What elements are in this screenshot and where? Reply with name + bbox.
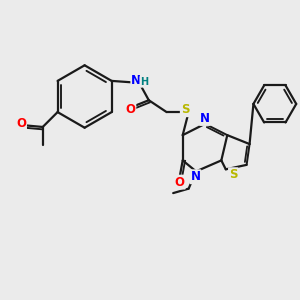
Text: N: N: [131, 74, 141, 86]
Text: O: O: [16, 118, 26, 130]
Text: N: N: [200, 112, 210, 125]
Text: O: O: [125, 103, 135, 116]
Text: H: H: [140, 77, 148, 87]
Text: O: O: [175, 176, 185, 189]
Text: S: S: [229, 168, 238, 181]
Text: N: N: [190, 170, 200, 183]
Text: S: S: [181, 103, 189, 116]
